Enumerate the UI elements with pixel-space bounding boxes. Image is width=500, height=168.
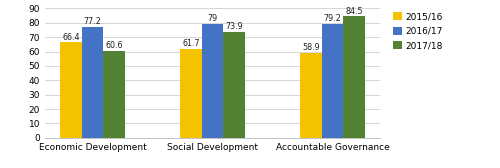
Bar	[104, 51, 125, 138]
Bar	[202, 24, 224, 138]
Text: 79: 79	[208, 14, 218, 24]
Bar	[322, 24, 343, 138]
Bar	[82, 27, 104, 138]
Text: 84.5: 84.5	[345, 7, 363, 16]
Bar	[60, 42, 82, 138]
Text: 77.2: 77.2	[84, 17, 102, 26]
Text: 66.4: 66.4	[62, 33, 80, 42]
Text: 58.9: 58.9	[302, 43, 320, 52]
Bar	[224, 32, 245, 138]
Legend: 2015/16, 2016/17, 2017/18: 2015/16, 2016/17, 2017/18	[391, 10, 445, 52]
Text: 60.6: 60.6	[106, 41, 123, 50]
Text: 61.7: 61.7	[182, 39, 200, 48]
Bar	[343, 16, 365, 138]
Bar	[300, 53, 322, 138]
Text: 79.2: 79.2	[324, 14, 342, 23]
Text: 73.9: 73.9	[225, 22, 243, 31]
Bar	[180, 49, 202, 138]
